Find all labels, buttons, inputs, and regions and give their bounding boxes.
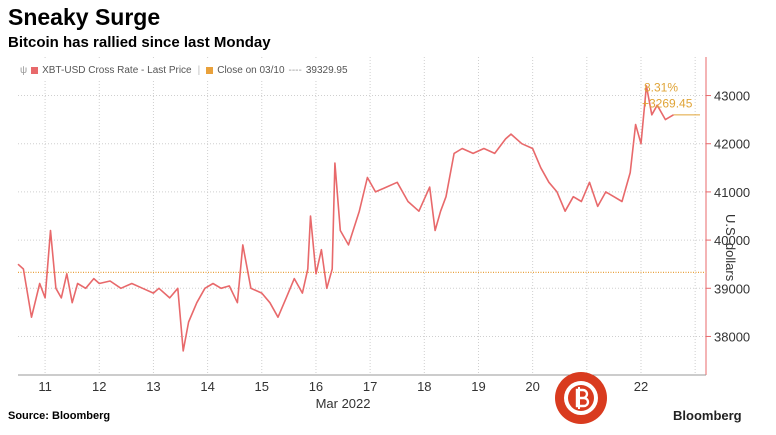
x-tick-label: 13 [146, 379, 160, 394]
y-tick-label: 42000 [714, 137, 750, 152]
y-tick-label: 38000 [714, 329, 750, 344]
x-tick-label: 12 [92, 379, 106, 394]
chart-area: 38000 39000 40000 41000 42000 43000 11 12 13 14 15… [0, 55, 776, 411]
x-tick-label: 18 [417, 379, 431, 394]
x-tick-label: 11 [38, 379, 52, 394]
chart-title: Sneaky Surge [8, 4, 161, 30]
legend-close-value: 39329.95 [305, 64, 348, 76]
legend-close-dots: ---- [288, 64, 302, 76]
y-tick-label: 40000 [714, 233, 750, 248]
y-axis-label: U.S. dollars [723, 214, 738, 282]
x-tick-label: 17 [363, 379, 377, 394]
annotation-change: +3269.45 [642, 97, 693, 111]
series-swatch-icon [31, 66, 39, 74]
x-tick-label: 15 [255, 379, 269, 394]
legend: ψ XBT-USD Cross Rate - Last Price | Clos… [14, 59, 354, 81]
bitcoin-watermark-icon [555, 372, 607, 424]
chart-svg: 38000 39000 40000 41000 42000 43000 11 12 13 14 15… [17, 57, 750, 411]
legend-close-label: Close on 03/10 [217, 64, 285, 76]
legend-series-label: XBT-USD Cross Rate - Last Price [42, 64, 192, 76]
legend-separator: | [197, 64, 201, 76]
legend-item-close: Close on 03/10 ---- 39329.95 [206, 64, 348, 76]
x-tick-label: 20 [525, 379, 539, 394]
brand-logo: Bloomberg [673, 408, 742, 423]
close-swatch-icon [206, 66, 214, 74]
y-tick-label: 41000 [714, 185, 750, 200]
y-tick-label: 43000 [714, 89, 750, 104]
source-credit: Source: Bloomberg [8, 410, 111, 422]
x-tick-label: 14 [200, 379, 214, 394]
x-tick-label: 22 [634, 379, 648, 394]
x-tick-label: 16 [309, 379, 323, 394]
annotation-percent: 8.31% [644, 81, 678, 95]
x-axis-label: Mar 2022 [316, 396, 371, 410]
chart-subtitle: Bitcoin has rallied since last Monday [8, 34, 271, 51]
y-tick-label: 39000 [714, 281, 750, 296]
price-line [17, 85, 674, 352]
legend-item-series: ψ XBT-USD Cross Rate - Last Price [20, 65, 192, 76]
x-tick-label: 19 [471, 379, 485, 394]
pin-icon: ψ [20, 64, 28, 76]
